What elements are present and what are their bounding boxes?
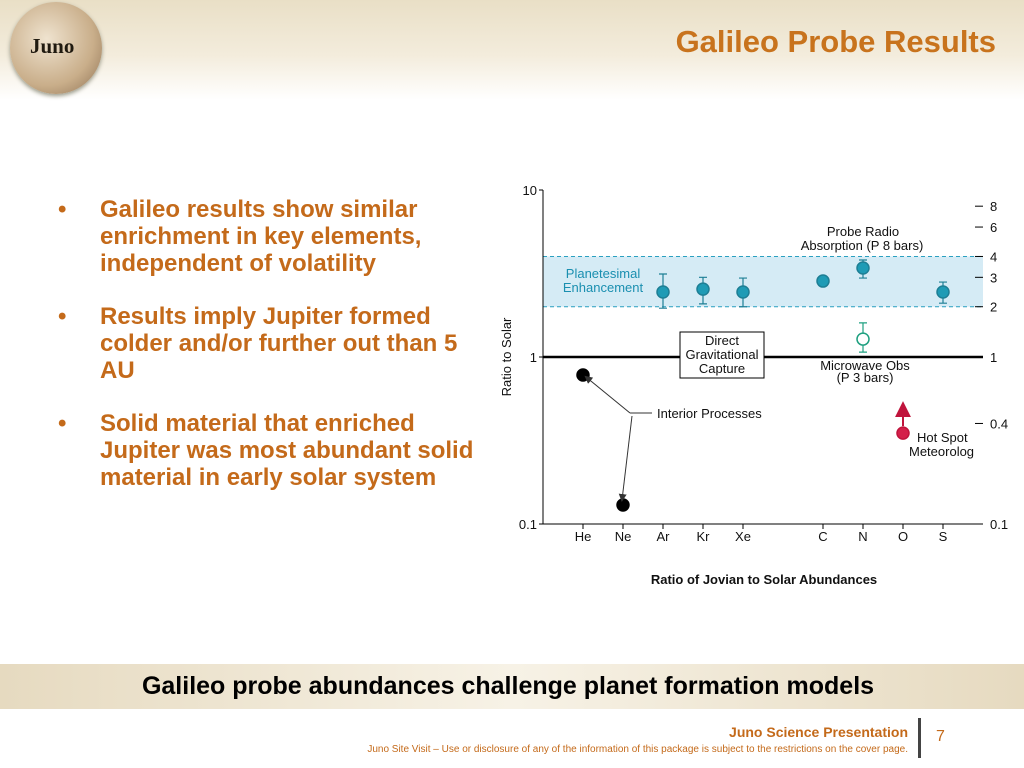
annotation: Enhancement bbox=[563, 280, 644, 295]
annotation: Direct bbox=[705, 333, 739, 348]
data-point bbox=[936, 285, 950, 299]
annotation: Absorption (P 8 bars) bbox=[801, 238, 924, 253]
arrow bbox=[584, 375, 631, 414]
data-point bbox=[856, 261, 870, 275]
data-point bbox=[896, 426, 910, 440]
bullet: Results imply Jupiter formed colder and/… bbox=[58, 303, 488, 384]
slide-title: Galileo Probe Results bbox=[675, 24, 996, 59]
header: Juno Galileo Probe Results bbox=[0, 0, 1024, 100]
band bbox=[543, 256, 983, 307]
data-point bbox=[736, 285, 750, 299]
annotation: Microwave Obs bbox=[820, 358, 910, 373]
chart-title: Ratio of Jovian to Solar Abundances bbox=[651, 572, 877, 587]
x-tick-label: Xe bbox=[735, 529, 751, 544]
page-number: 7 bbox=[936, 728, 945, 745]
annotation: Planetesimal bbox=[566, 266, 641, 281]
y2-tick-label: 3 bbox=[990, 270, 997, 285]
bullet-list: Galileo results show similar enrichment … bbox=[58, 196, 488, 517]
banner-text: Galileo probe abundances challenge plane… bbox=[141, 672, 875, 700]
y-tick-label: 10 bbox=[523, 183, 537, 198]
annotation: Gravitational bbox=[686, 347, 759, 362]
y-tick-label: 0.1 bbox=[519, 517, 537, 532]
data-point bbox=[856, 332, 870, 346]
annotation: Meteorolog bbox=[909, 444, 974, 459]
data-point bbox=[576, 368, 590, 382]
footer-note: Juno Site Visit – Use or disclosure of a… bbox=[367, 744, 908, 755]
y2-tick-label: 1 bbox=[990, 350, 997, 365]
y2-tick-label: 2 bbox=[990, 300, 997, 315]
annotation: Interior Processes bbox=[657, 406, 762, 421]
data-point bbox=[616, 498, 630, 512]
annotation: Hot Spot bbox=[917, 430, 968, 445]
x-tick-label: S bbox=[939, 529, 948, 544]
data-point bbox=[696, 282, 710, 296]
x-tick-label: O bbox=[898, 529, 908, 544]
y2-tick-label: 4 bbox=[990, 249, 997, 264]
capture-box bbox=[679, 331, 765, 379]
x-tick-label: Ne bbox=[615, 529, 632, 544]
data-point bbox=[816, 274, 830, 288]
bullet: Galileo results show similar enrichment … bbox=[58, 196, 488, 277]
x-tick-label: C bbox=[818, 529, 827, 544]
data-point bbox=[656, 285, 670, 299]
x-tick-label: Ar bbox=[657, 529, 671, 544]
x-tick-label: He bbox=[575, 529, 592, 544]
banner: Galileo probe abundances challenge plane… bbox=[0, 664, 1024, 709]
x-tick-label: Kr bbox=[697, 529, 711, 544]
arrow bbox=[618, 415, 633, 502]
bullet: Solid material that enriched Jupiter was… bbox=[58, 410, 488, 491]
annotation: (P 3 bars) bbox=[837, 370, 894, 385]
y2-tick-label: 6 bbox=[990, 220, 997, 235]
y-tick-label: 1 bbox=[530, 350, 537, 365]
logo-planet bbox=[10, 2, 102, 94]
y-axis-label: Ratio to Solar bbox=[499, 317, 514, 396]
annotation: Capture bbox=[699, 361, 745, 376]
footer-title: Juno Science Presentation bbox=[729, 724, 908, 740]
y2-tick-label: 8 bbox=[990, 199, 997, 214]
logo-text: Juno bbox=[30, 34, 75, 58]
annotation: Probe Radio bbox=[827, 224, 899, 239]
footer-divider bbox=[918, 718, 921, 758]
x-tick-label: N bbox=[858, 529, 867, 544]
y2-tick-label: 0.4 bbox=[990, 416, 1008, 431]
y2-tick-label: 0.1 bbox=[990, 517, 1008, 532]
